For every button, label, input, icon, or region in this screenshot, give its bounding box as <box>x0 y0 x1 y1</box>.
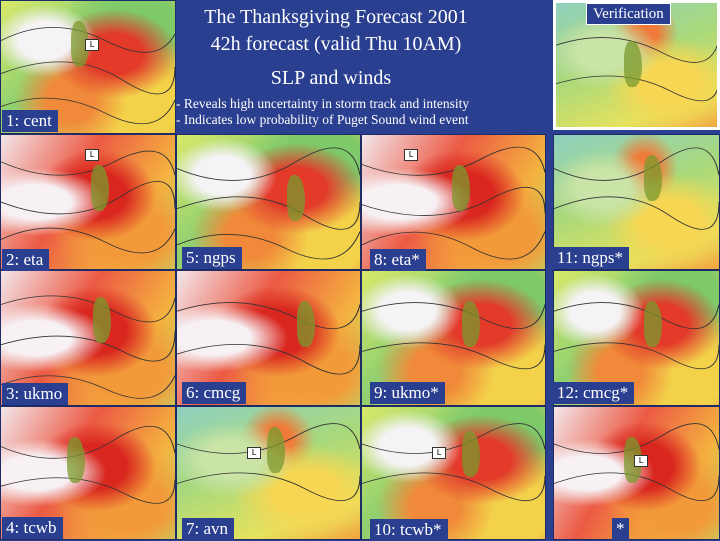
panel-label-3: 3: ukmo <box>2 383 69 405</box>
map-panel-3 <box>0 270 176 406</box>
panel-label-11: 11: ngps* <box>553 247 629 269</box>
map-panel-7: L <box>176 406 361 540</box>
map-panel-2: L <box>0 134 176 270</box>
map-panel-5 <box>176 134 361 270</box>
title-line-2: 42h forecast (valid Thu 10AM) <box>210 33 462 55</box>
title-block: The Thanksgiving Forecast 2001 42h forec… <box>178 4 494 66</box>
panel-label-8: 8: eta* <box>370 249 426 271</box>
verification-label: Verification <box>586 3 671 25</box>
panel-label-12: 12: cmcg* <box>553 382 635 404</box>
panel-label-4: 4: tcwb <box>2 517 63 539</box>
verification-frame <box>553 0 720 130</box>
map-panel-8: L <box>361 134 546 270</box>
note-1: - Reveals high uncertainty in storm trac… <box>176 96 470 111</box>
panel-label-13: * <box>612 518 629 540</box>
map-panel-11 <box>553 134 720 270</box>
panel-label-2: 2: eta <box>2 249 50 271</box>
notes: - Reveals high uncertainty in storm trac… <box>176 96 469 128</box>
panel-label-6: 6: cmcg <box>182 382 247 404</box>
map-panel-10: L <box>361 406 546 540</box>
panel-label-9: 9: ukmo* <box>370 382 445 404</box>
panel-label-10: 10: tcwb* <box>370 519 448 541</box>
panel-label-1: 1: cent <box>2 110 58 132</box>
title-line-3: SLP and winds <box>270 67 392 89</box>
map-panel-13: L <box>553 406 720 540</box>
note-2: - Indicates low probability of Puget Sou… <box>176 112 469 127</box>
title-line-1: The Thanksgiving Forecast 2001 <box>204 6 468 28</box>
panel-label-7: 7: avn <box>182 518 235 540</box>
panel-label-5: 5: ngps <box>182 247 242 269</box>
map-panel-4 <box>0 406 176 540</box>
